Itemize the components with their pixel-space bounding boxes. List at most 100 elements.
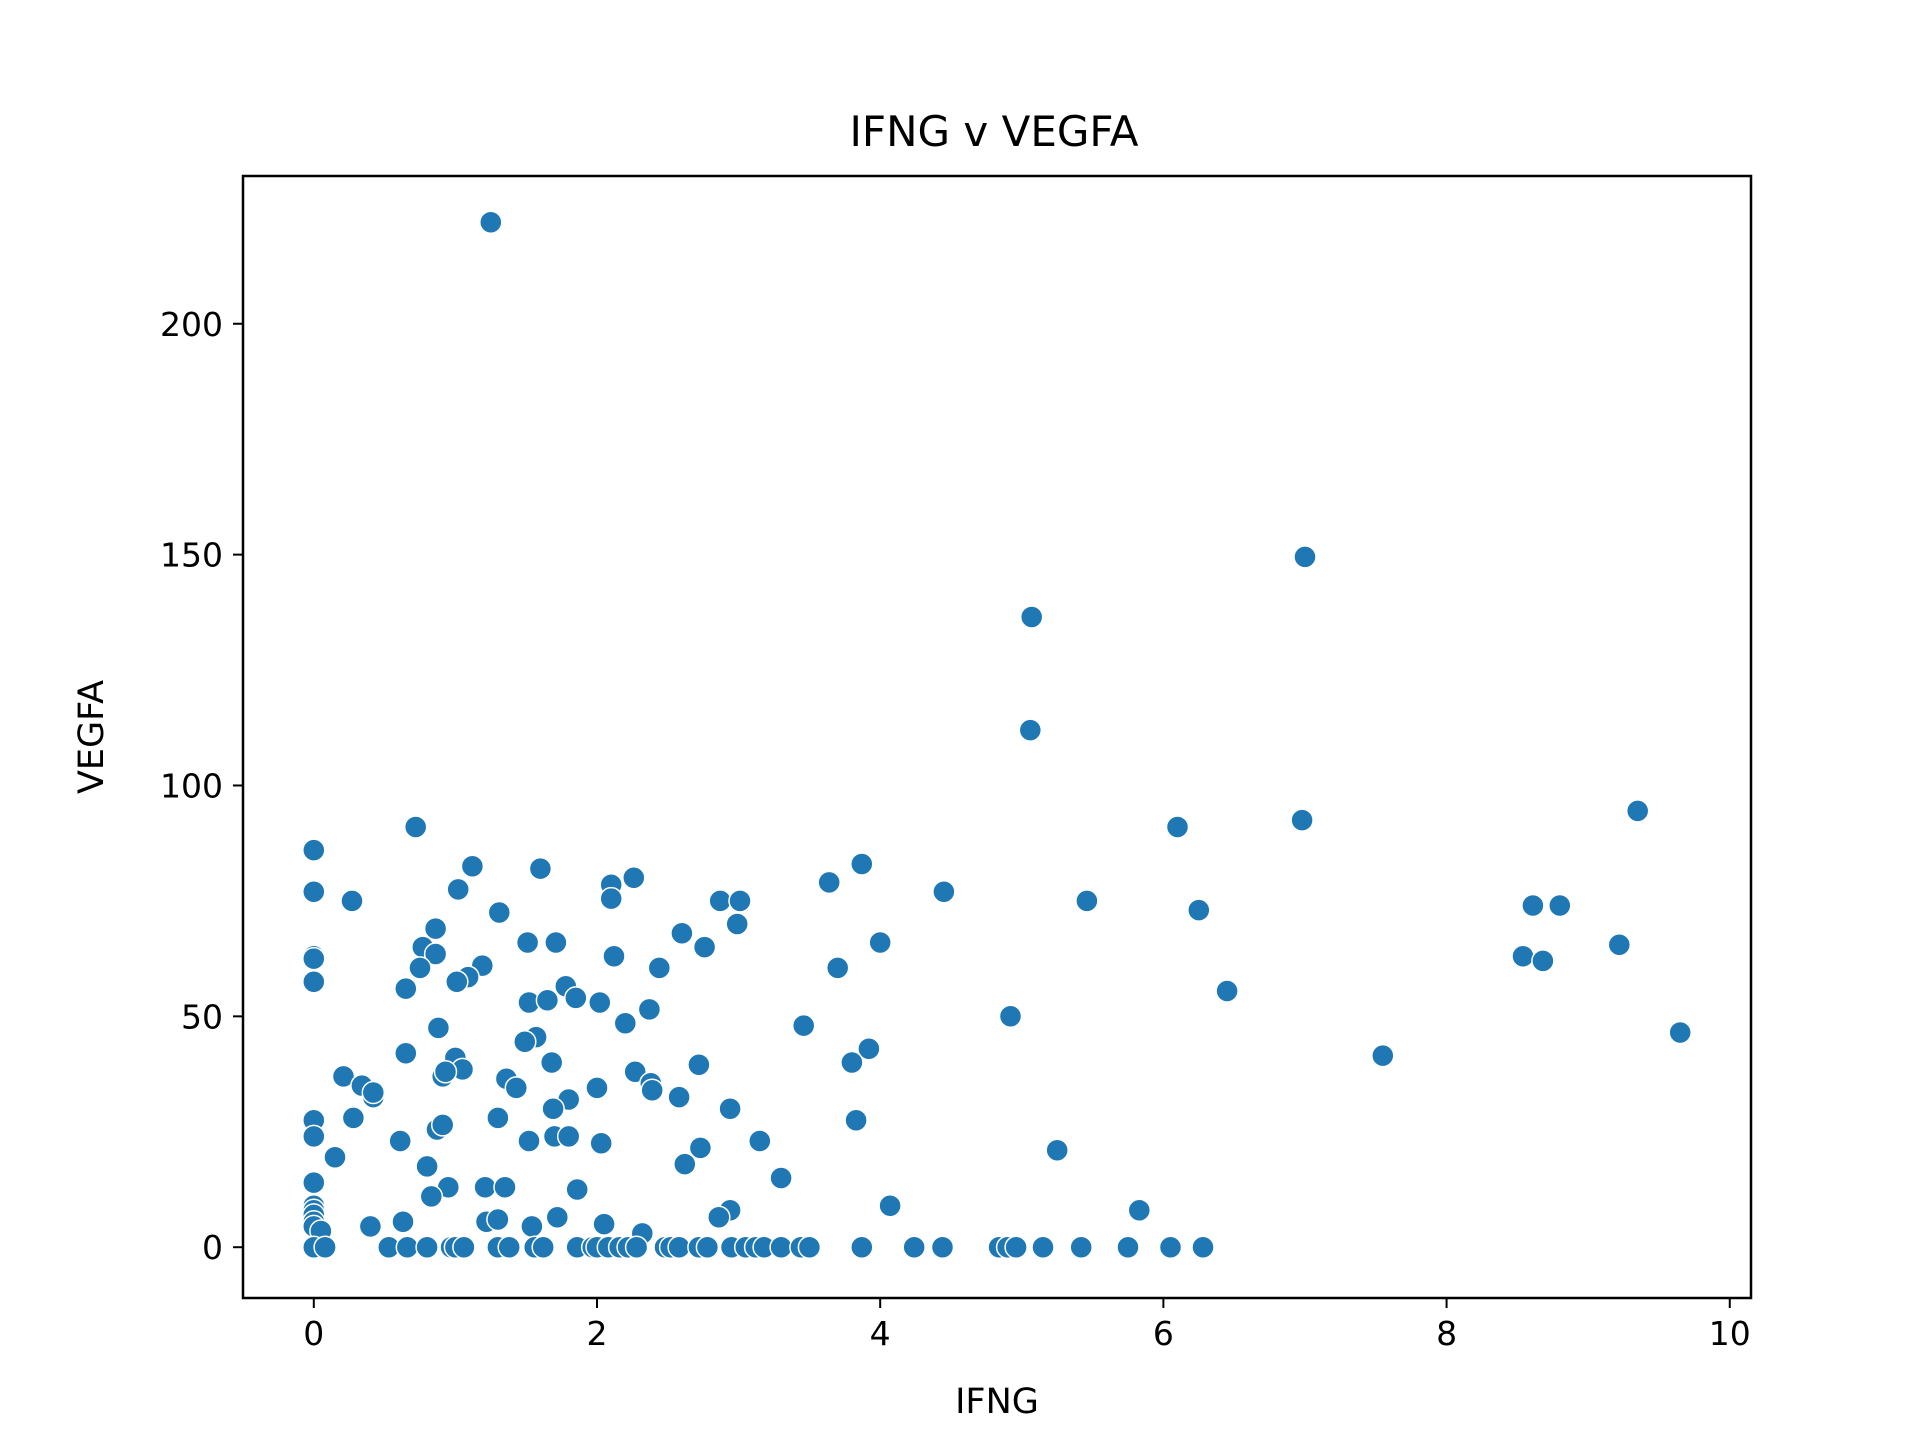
data-point (1031, 1235, 1055, 1259)
data-point (493, 1175, 517, 1199)
data-point (1165, 815, 1190, 839)
y-tick-label: 50 (181, 997, 223, 1036)
data-point (797, 1235, 822, 1259)
data-point (408, 956, 432, 980)
data-point (486, 1207, 510, 1232)
data-point (302, 838, 326, 862)
data-point (1116, 1235, 1140, 1259)
data-point (868, 930, 892, 955)
data-point (647, 956, 672, 980)
data-point (1215, 979, 1239, 1003)
y-tick-label: 200 (160, 305, 223, 344)
data-point (707, 1205, 731, 1229)
data-point (1625, 799, 1650, 823)
data-point (902, 1235, 926, 1259)
data-point (446, 877, 470, 902)
data-point (613, 1011, 638, 1036)
data-point (1548, 893, 1572, 918)
data-point (1004, 1235, 1028, 1259)
data-point (725, 912, 749, 936)
data-points (302, 210, 1692, 1259)
data-point (394, 976, 418, 1001)
data-point (504, 1076, 529, 1100)
data-point (850, 1235, 874, 1259)
data-point (624, 1235, 649, 1259)
data-point (528, 856, 553, 881)
data-point (791, 1013, 816, 1038)
data-point (602, 944, 626, 969)
data-point (667, 1085, 691, 1109)
x-tick-label: 6 (1153, 1314, 1174, 1353)
data-point (695, 1235, 720, 1259)
data-point (341, 1106, 366, 1130)
data-point (515, 930, 540, 955)
data-point (708, 889, 732, 913)
data-point (340, 889, 364, 913)
data-point (302, 1124, 326, 1149)
data-point (840, 1050, 864, 1075)
data-point (430, 1113, 455, 1137)
data-point (718, 1096, 742, 1121)
data-point (1511, 944, 1535, 969)
data-point (544, 930, 568, 955)
data-point (932, 879, 956, 904)
data-point (445, 969, 469, 994)
data-point (323, 1145, 347, 1169)
data-point (640, 1078, 664, 1102)
data-point (588, 990, 612, 1015)
data-point (535, 988, 560, 1012)
data-point (1371, 1043, 1395, 1068)
data-point (517, 1129, 541, 1153)
data-point (1158, 1235, 1183, 1259)
data-point (403, 815, 428, 839)
data-point (531, 1235, 555, 1259)
x-tick-label: 8 (1436, 1314, 1457, 1353)
data-point (487, 900, 512, 925)
data-point (1293, 545, 1317, 569)
data-point (1075, 889, 1099, 913)
data-point (1521, 893, 1545, 918)
data-point (673, 1152, 697, 1176)
data-point (1531, 949, 1555, 973)
data-point (637, 997, 662, 1022)
x-tick-label: 4 (870, 1314, 891, 1353)
data-point (748, 1129, 772, 1153)
data-point (391, 1210, 415, 1234)
data-point (599, 886, 623, 911)
data-point (388, 1129, 412, 1153)
data-point (426, 1016, 451, 1040)
data-point (520, 1214, 544, 1239)
y-axis-ticks: 0 50 100 150 200 (160, 305, 243, 1267)
data-point (539, 1050, 564, 1075)
data-point (769, 1235, 793, 1259)
data-point (513, 1029, 537, 1054)
data-point (825, 956, 850, 980)
data-point (622, 866, 646, 890)
data-point (850, 852, 874, 876)
data-point (419, 1184, 444, 1209)
data-point (395, 1235, 420, 1259)
data-point (302, 1170, 326, 1195)
data-point (423, 942, 448, 966)
data-point (473, 1175, 497, 1199)
data-point (564, 986, 588, 1010)
data-point (592, 1212, 616, 1236)
y-tick-label: 150 (160, 536, 223, 575)
x-tick-label: 0 (303, 1314, 324, 1353)
data-point (589, 1131, 613, 1156)
data-point (688, 1136, 713, 1160)
data-point (302, 969, 326, 994)
x-tick-label: 2 (586, 1314, 607, 1353)
data-point (433, 1060, 458, 1084)
data-point (769, 1166, 793, 1190)
data-point (331, 1064, 356, 1089)
data-point (556, 1124, 581, 1149)
data-point (302, 879, 326, 904)
data-point (878, 1193, 902, 1218)
y-axis-label: VEGFA (72, 680, 112, 794)
data-point (692, 935, 717, 959)
data-point (541, 1096, 565, 1121)
data-point (394, 1041, 418, 1066)
data-point (302, 946, 326, 971)
